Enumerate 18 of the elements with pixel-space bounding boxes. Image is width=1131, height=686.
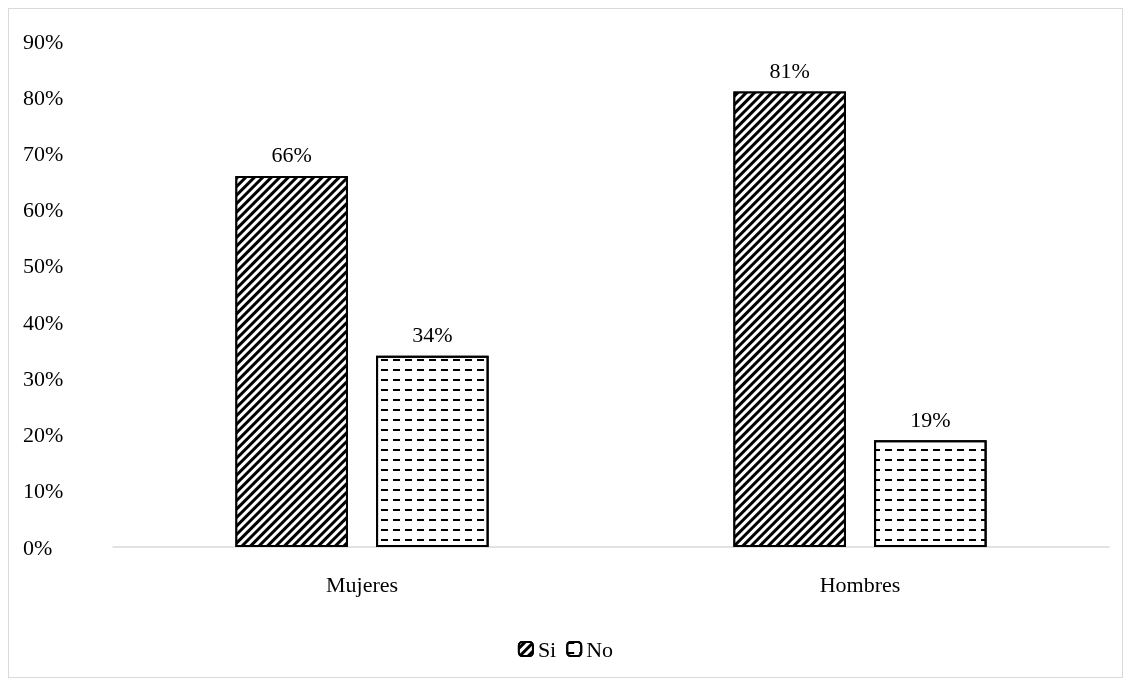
data-label: 66% xyxy=(271,142,312,168)
y-tick-label: 70% xyxy=(23,140,64,166)
y-tick-label: 20% xyxy=(23,422,64,448)
data-label: 19% xyxy=(910,406,951,432)
y-tick-label: 0% xyxy=(23,534,53,560)
legend-label: No xyxy=(586,636,614,662)
y-tick-label: 40% xyxy=(23,309,64,335)
data-label: 81% xyxy=(769,58,810,84)
y-tick-label: 10% xyxy=(23,478,64,504)
y-tick-label: 90% xyxy=(23,28,64,54)
y-tick-label: 50% xyxy=(23,253,64,279)
y-tick-label: 30% xyxy=(23,365,64,391)
y-tick-label: 80% xyxy=(23,84,64,110)
x-tick-label: Mujeres xyxy=(325,571,399,597)
y-tick-label: 60% xyxy=(23,197,64,223)
data-label: 34% xyxy=(412,322,453,348)
legend-label: Si xyxy=(537,636,557,662)
x-tick-label: Hombres xyxy=(819,571,901,597)
